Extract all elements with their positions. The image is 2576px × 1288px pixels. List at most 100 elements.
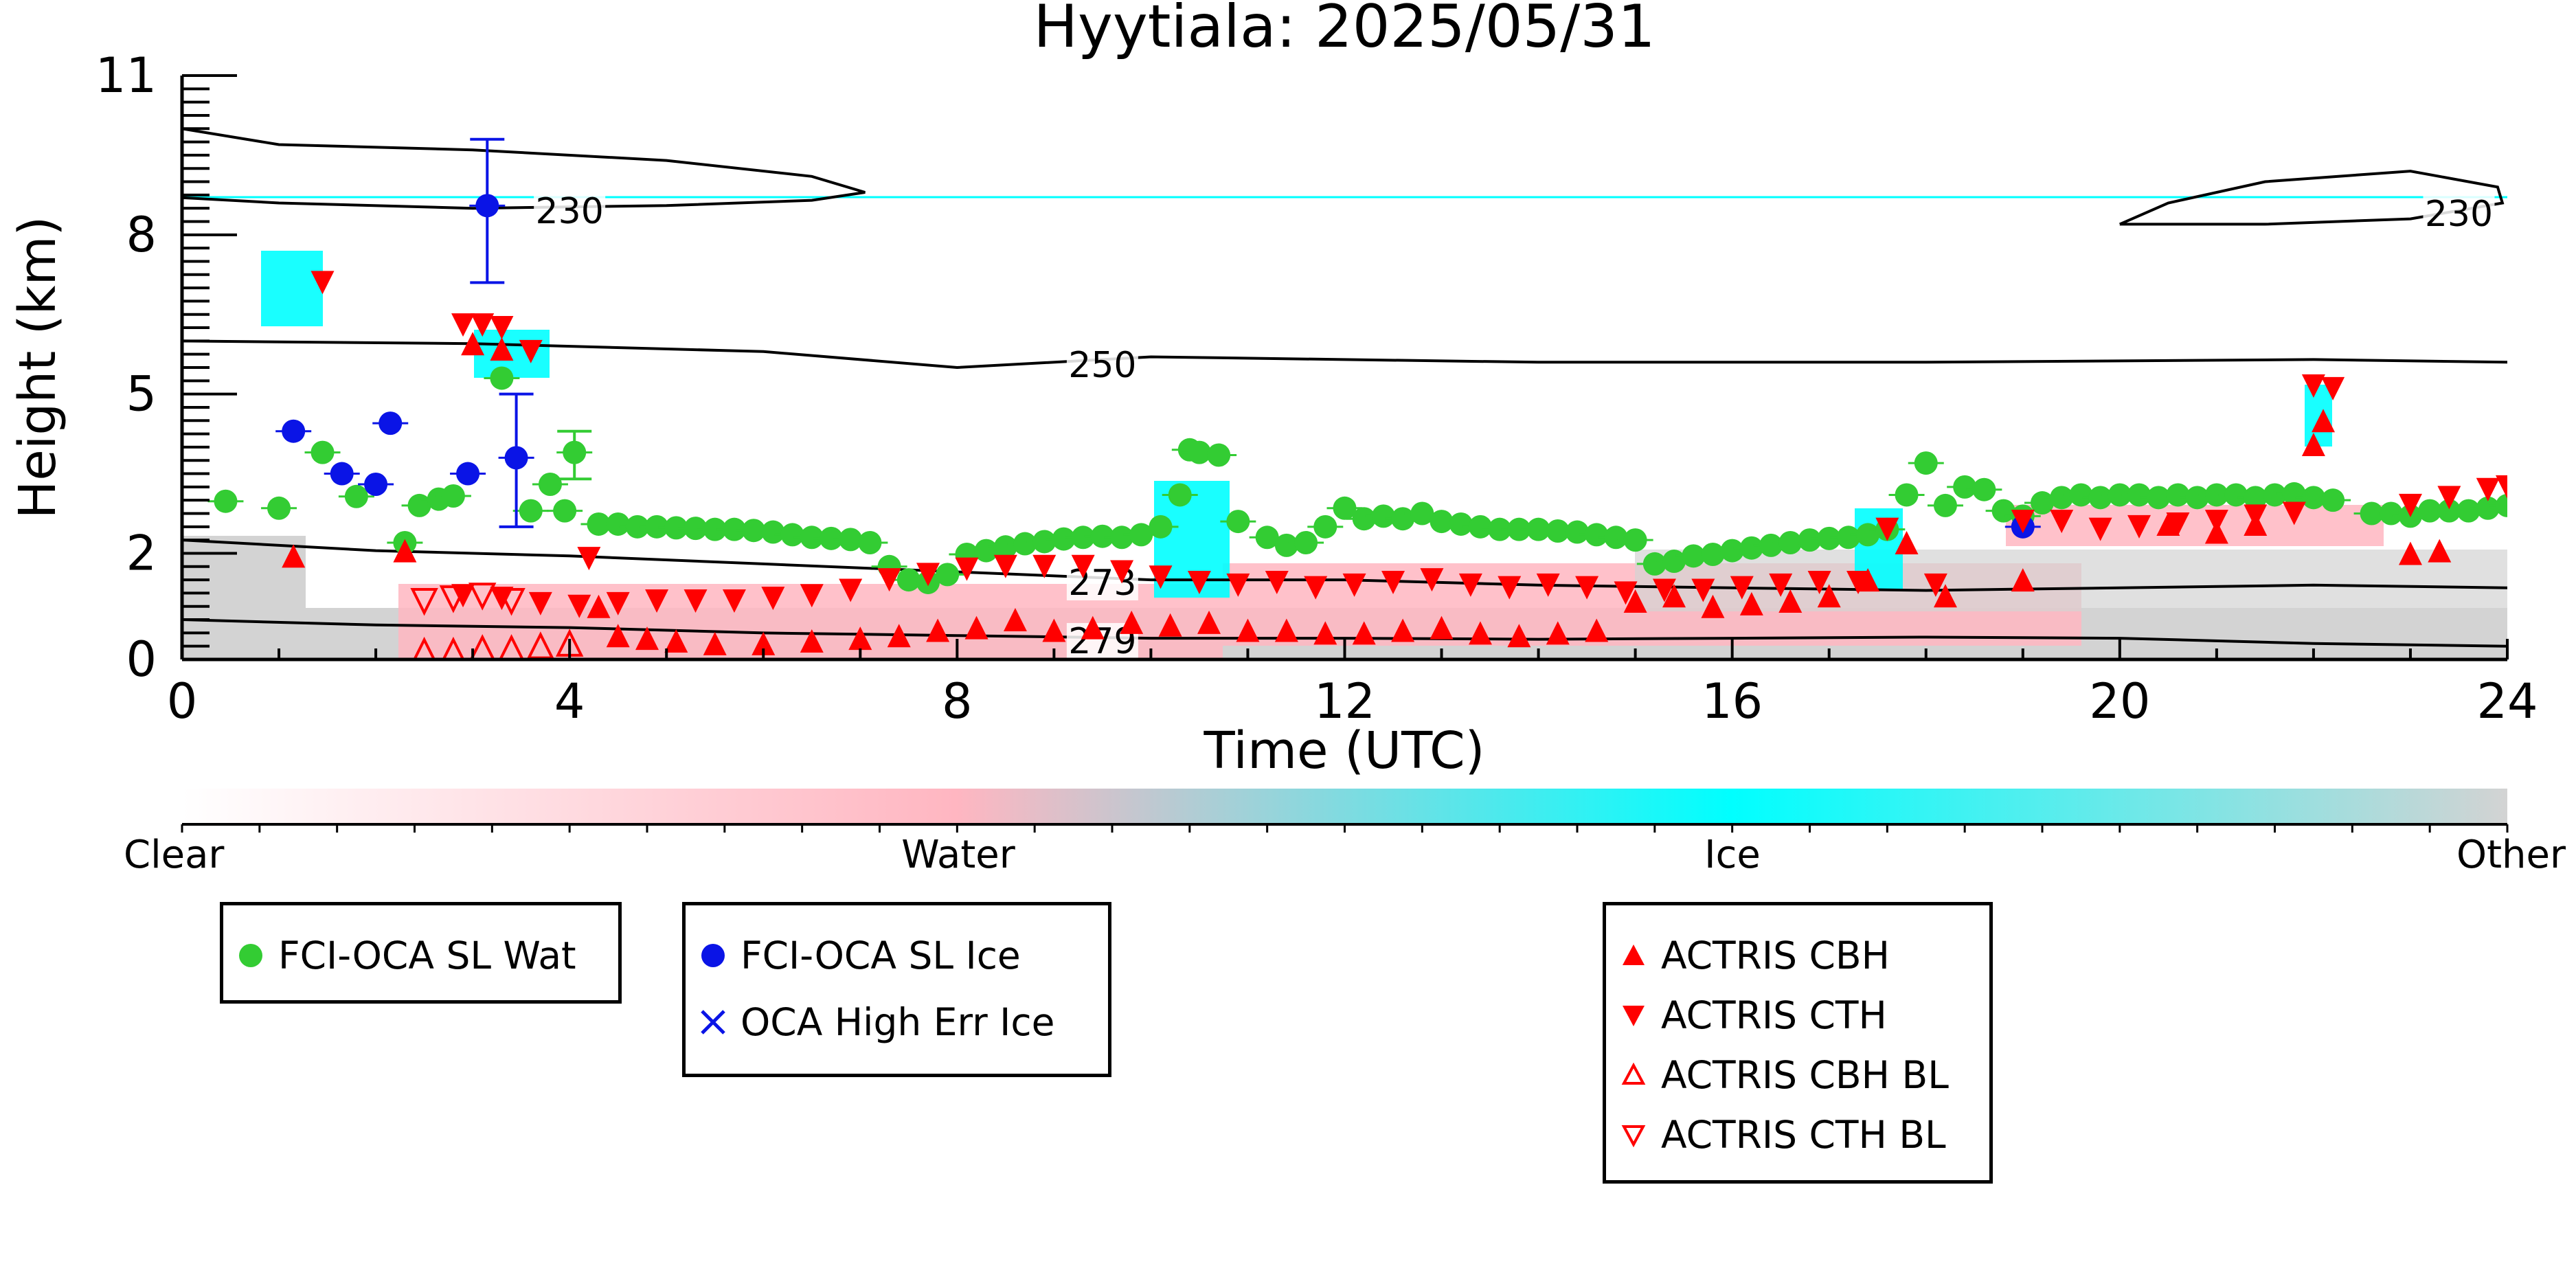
legend-label: FCI-OCA SL Wat [278,934,576,978]
data-point [364,473,388,496]
data-point [1739,536,1763,560]
data-point [538,473,562,496]
data-point [974,539,998,563]
data-point [1778,589,1803,613]
data-point [1342,573,1366,597]
data-point [1265,570,1289,594]
data-point [2166,483,2190,507]
data-point [310,440,335,464]
series-actris-cbh [282,332,2452,655]
data-point [848,626,872,651]
y-tick-label: 5 [126,366,157,422]
data-point [2088,486,2112,510]
data-point [722,517,746,541]
data-point [2156,512,2180,536]
data-point [625,515,649,539]
data-point [471,313,495,337]
data-point [587,512,611,536]
data-point [839,528,863,552]
data-point [1566,520,1589,544]
axes: 0 4 8 12 16 20 24 0 2 5 8 11 [95,47,2538,730]
data-point [1526,517,1550,541]
data-point [490,366,514,390]
data-point [1507,624,1531,648]
data-point [490,316,514,340]
data-point [877,568,901,592]
data-point [1701,594,1725,618]
data-point [2244,504,2268,528]
data-point [475,194,499,218]
chart-title: Hyytiala: 2025/05/31 [1033,0,1655,61]
data-point [1468,621,1492,645]
data-point [1914,451,1938,475]
data-point [442,636,465,659]
x-tick-label: 20 [2089,673,2150,730]
data-point [800,526,824,550]
data-point [1391,618,1415,642]
temperature-contours [182,127,2507,648]
legend-label: ACTRIS CBH [1661,934,1890,978]
contour-label: 230 [536,191,604,232]
data-point [2263,483,2287,507]
data-point [2282,501,2306,526]
data-point [1158,613,1182,637]
data-point [2050,510,2074,534]
data-point [2321,488,2345,512]
data-point [1498,576,1522,600]
data-point [1304,576,1328,600]
data-point [2224,483,2248,507]
data-point [1013,532,1037,556]
data-point [2456,499,2481,523]
data-point [379,411,403,436]
data-point [2321,376,2345,400]
data-point [2418,499,2442,523]
data-point [1168,483,1192,507]
data-point [1546,621,1570,645]
data-point [664,629,688,653]
data-point [1430,510,1454,534]
data-point [645,515,669,539]
data-point [993,535,1017,559]
data-point [2379,501,2403,526]
data-point [1226,573,1250,597]
y-axis-label: Height (km) [8,216,67,519]
data-point [1207,443,1231,467]
data-point [344,484,368,508]
data-point [2476,477,2500,501]
contour-line-250 [182,339,2507,370]
data-point [451,313,475,337]
legend-label: ACTRIS CTH BL [1661,1113,1946,1157]
data-point [1817,584,1841,608]
data-point [2437,486,2461,510]
contour-label: 250 [1068,345,1136,386]
data-point [461,332,485,356]
data-point [1274,618,1298,642]
legend-label: OCA High Err Ice [741,1000,1055,1044]
red-triangle-up-icon [1623,945,1645,965]
data-point [752,631,776,655]
data-point [703,631,727,655]
data-point [896,568,920,592]
x-tick-label: 4 [554,673,585,730]
colorbar-label: Other [2456,833,2566,877]
data-point [2108,483,2132,507]
contour-line-273 [182,539,2507,592]
y-tick-label: 2 [126,525,157,581]
data-point [1197,610,1221,634]
data-point [456,462,480,486]
data-point [664,516,688,540]
data-point [2437,499,2461,523]
data-point [1585,523,1609,547]
y-tick-label: 0 [126,631,157,688]
data-point [1488,517,1512,541]
data-point [2301,433,2325,457]
data-point [2088,517,2112,541]
data-point [451,584,475,608]
red-triangle-down-icon [1623,1006,1645,1026]
data-point [519,499,543,523]
data-point [839,578,863,602]
data-point [1071,526,1095,550]
data-point [1798,528,1822,552]
data-point [1129,523,1153,547]
x-tick-label: 0 [167,673,198,730]
